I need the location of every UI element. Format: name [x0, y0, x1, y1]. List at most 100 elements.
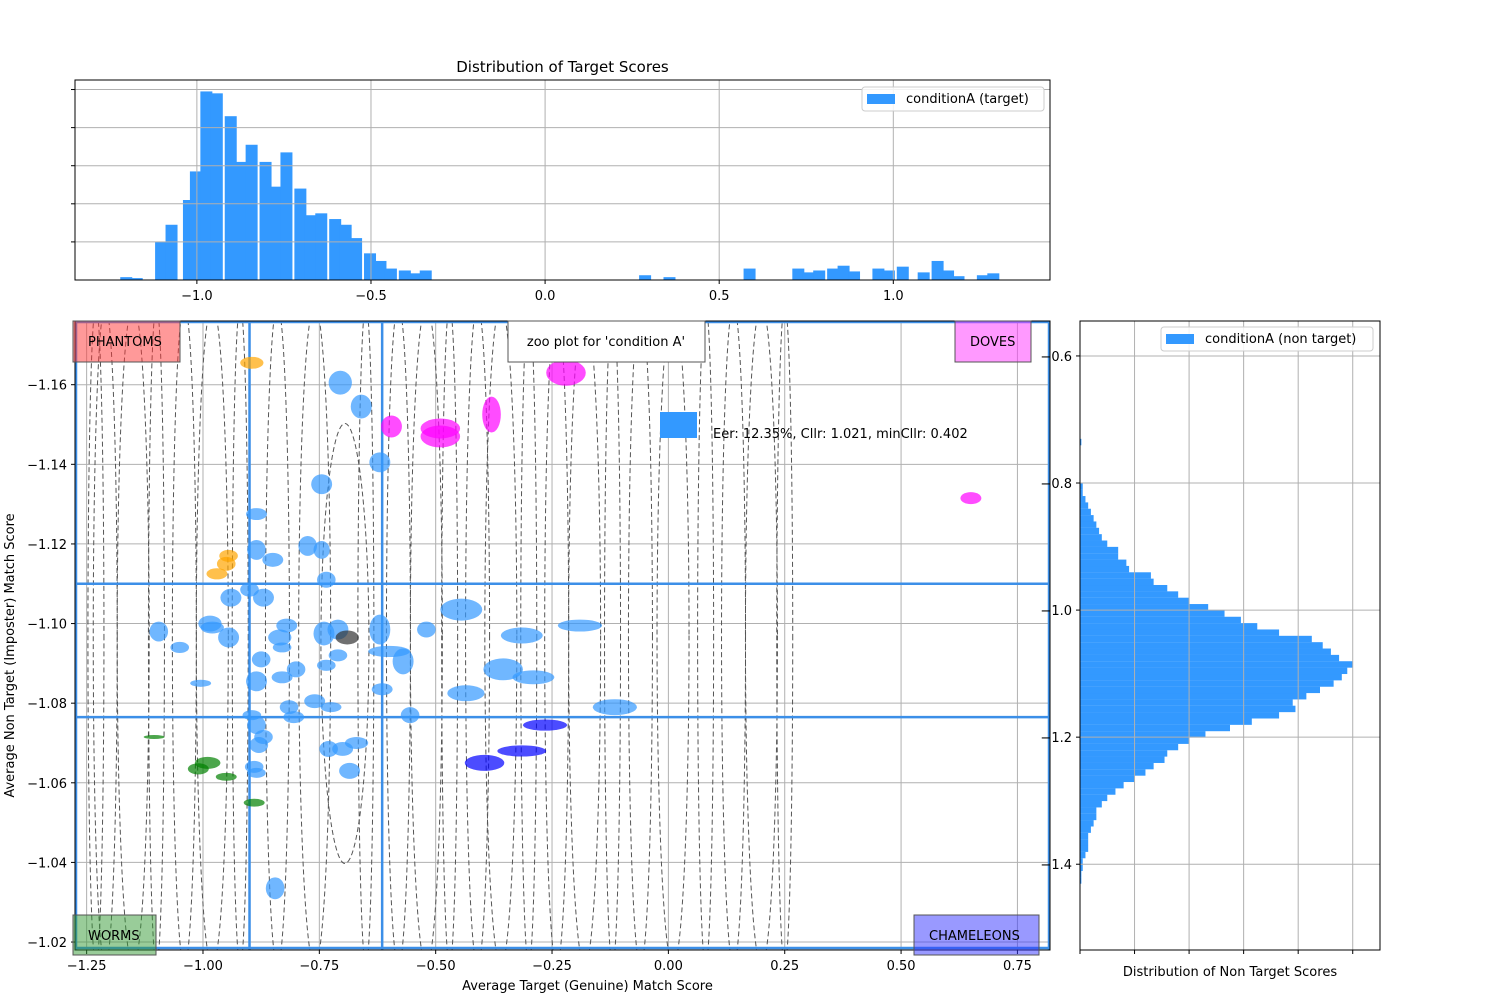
y-tick-label: −0.6 [1040, 350, 1072, 365]
quadrant-label-chameleons: CHAMELEONS [913, 914, 1040, 956]
speaker-point-normal [268, 629, 292, 646]
non-target-bar [1080, 851, 1086, 859]
speaker-point-worm [215, 772, 237, 781]
non-target-bar [1080, 661, 1353, 668]
non-target-bar [1080, 578, 1154, 586]
speaker-point-normal [313, 540, 330, 559]
confidence-contour [92, 321, 118, 950]
speaker-point-normal [251, 651, 271, 668]
non-target-bar [1080, 521, 1097, 528]
speaker-point-normal [344, 737, 369, 749]
non-target-bar [1080, 832, 1089, 840]
non-target-bar [1080, 801, 1102, 808]
confidence-contour [721, 321, 747, 950]
legend: conditionA (non target) [1160, 326, 1374, 352]
speaker-point-normal [319, 740, 338, 757]
target-bar [339, 224, 352, 280]
non-target-bar [1080, 858, 1083, 865]
target-bar [384, 268, 397, 280]
target-bar [165, 224, 178, 280]
y-tick-label: −1.08 [27, 697, 67, 712]
speaker-point-normal [246, 508, 267, 521]
quadrant-label-worms: WORMS [72, 914, 157, 956]
x-tick-label: −1.00 [183, 959, 223, 974]
speaker-point-normal [283, 711, 305, 724]
non-target-bar [1080, 515, 1094, 522]
non-target-bar [1080, 864, 1083, 871]
y-tick-label: −1.10 [27, 618, 67, 633]
non-target-bar [1080, 775, 1135, 783]
non-target-bar [1080, 642, 1323, 649]
non-target-bar [1080, 756, 1165, 763]
y-tick-label: −1.16 [27, 379, 67, 394]
non-target-bar [1080, 489, 1083, 497]
target-bar [294, 188, 307, 280]
non-target-bar [1080, 686, 1320, 694]
non-target-bar [1080, 635, 1312, 643]
target-bar [917, 272, 930, 280]
confidence-contour [544, 321, 570, 950]
quadrant-label-text: DOVES [970, 335, 1015, 350]
non-target-bar [1080, 496, 1086, 503]
non-target-bar [1080, 572, 1151, 579]
non-target-bar [1080, 604, 1209, 611]
x-tick-label: 0.5 [709, 289, 730, 304]
quadrant-label-text: WORMS [88, 929, 140, 944]
speaker-point-normal [317, 571, 336, 588]
non-target-bar [1080, 559, 1127, 567]
x-tick-label: 0.50 [887, 959, 916, 974]
non-target-bar [1080, 762, 1154, 770]
quadrant-label-box [72, 914, 157, 956]
confidence-contour [656, 321, 690, 950]
non-target-bar [1080, 483, 1083, 490]
legend-box [1160, 326, 1374, 352]
target-bar [639, 275, 652, 280]
target-bar [813, 270, 826, 280]
target-bar [245, 144, 258, 280]
speaker-point-normal [304, 694, 326, 709]
plot-frame [74, 79, 1051, 281]
target-bar [882, 270, 895, 280]
target-bar [663, 277, 676, 280]
speaker-point-normal [220, 588, 242, 607]
x-tick-label: −1.25 [67, 959, 107, 974]
target-bar [182, 200, 195, 280]
confidence-contour [87, 321, 105, 950]
speaker-point-normal [440, 598, 483, 621]
non-target-bar [1080, 673, 1342, 681]
target-bar [210, 93, 223, 280]
eer-legend-swatch [660, 412, 697, 438]
speaker-point-other [335, 630, 359, 645]
legend-label: conditionA (target) [906, 92, 1029, 107]
non-target-bar [1080, 648, 1331, 655]
confidence-contour [465, 321, 491, 950]
speaker-point-worm [143, 735, 165, 740]
chart-title: zoo plot for 'condition A' [527, 335, 685, 350]
target-bar [120, 277, 133, 280]
y-tick-label: −1.4 [1040, 858, 1072, 873]
y-tick-label: −1.02 [27, 936, 67, 951]
y-tick-label: −1.06 [27, 777, 67, 792]
confidence-contour [385, 321, 411, 950]
non-target-bar [1080, 680, 1334, 687]
target-bar [200, 91, 213, 280]
speaker-point-worm [187, 763, 209, 775]
non-target-bar [1080, 781, 1124, 789]
confidence-contour [744, 321, 778, 950]
speaker-point-normal [262, 552, 284, 567]
non-target-bar [1080, 654, 1340, 662]
speaker-point-normal [417, 621, 436, 638]
non-target-bar [1080, 591, 1179, 598]
confidence-contour [320, 422, 370, 864]
target-bar [315, 213, 328, 280]
confidence-contour [116, 321, 150, 950]
y-tick-label: −0.8 [1040, 477, 1072, 492]
non-target-bar [1080, 534, 1102, 541]
speaker-point-normal [272, 642, 292, 653]
x-tick-label: −0.75 [299, 959, 339, 974]
non-target-bar [1080, 553, 1119, 560]
y-tick-label: −1.2 [1040, 731, 1072, 746]
non-target-bar [1080, 724, 1230, 732]
speaker-point-dove [546, 359, 586, 386]
target-score-histogram: −1.0 −0.5 0.0 0.5 1.0 Distribution of Target … [71, 58, 1051, 304]
